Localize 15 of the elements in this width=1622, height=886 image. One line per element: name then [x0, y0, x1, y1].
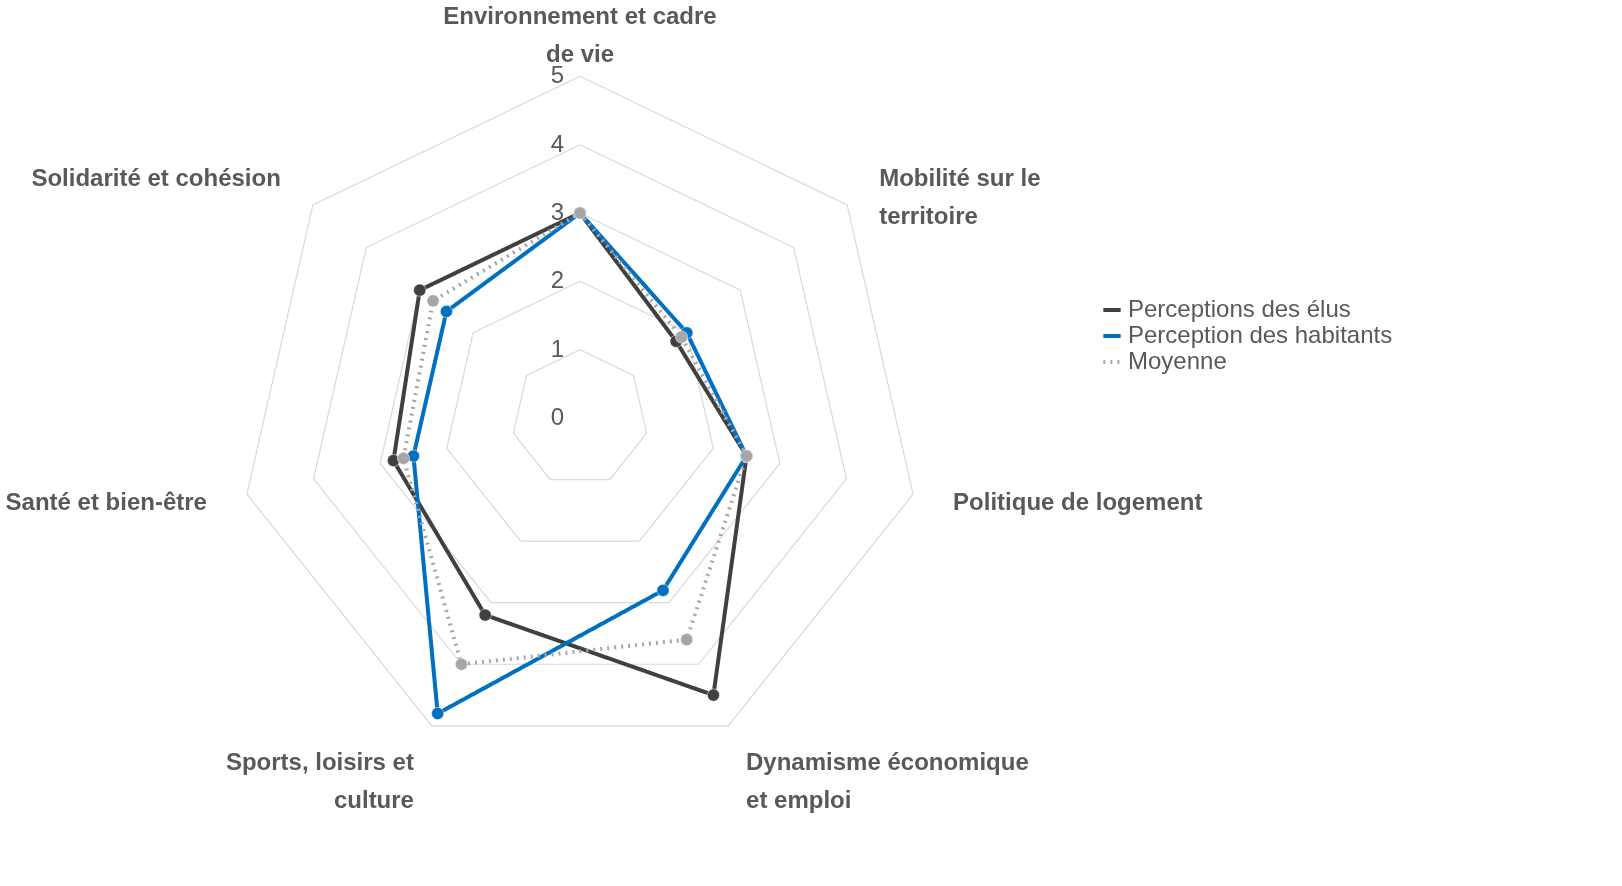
y-tick-label: 0: [550, 403, 564, 430]
spoke-label: Politique de logement: [953, 488, 1203, 516]
y-tick-label: 3: [550, 198, 564, 225]
y-tick-label: 1: [550, 334, 564, 362]
spoke-label: Sports, loisirs et culture: [225, 747, 414, 813]
spoke-label: Mobilité sur le territoire: [879, 164, 1041, 230]
spoke-label: Solidarité et cohésion: [31, 164, 281, 192]
y-tick-label: 5: [550, 61, 564, 89]
legend-label: Perceptions des élus: [1128, 295, 1351, 322]
legend-label: Moyenne: [1128, 347, 1227, 374]
y-tick-label: 4: [550, 129, 564, 157]
y-tick-label: 2: [550, 266, 564, 294]
spoke-label: Dynamisme économique et emploi: [746, 747, 1029, 813]
spoke-label: Santé et bien-être: [5, 488, 207, 516]
legend-label: Perception des habitants: [1128, 321, 1393, 348]
